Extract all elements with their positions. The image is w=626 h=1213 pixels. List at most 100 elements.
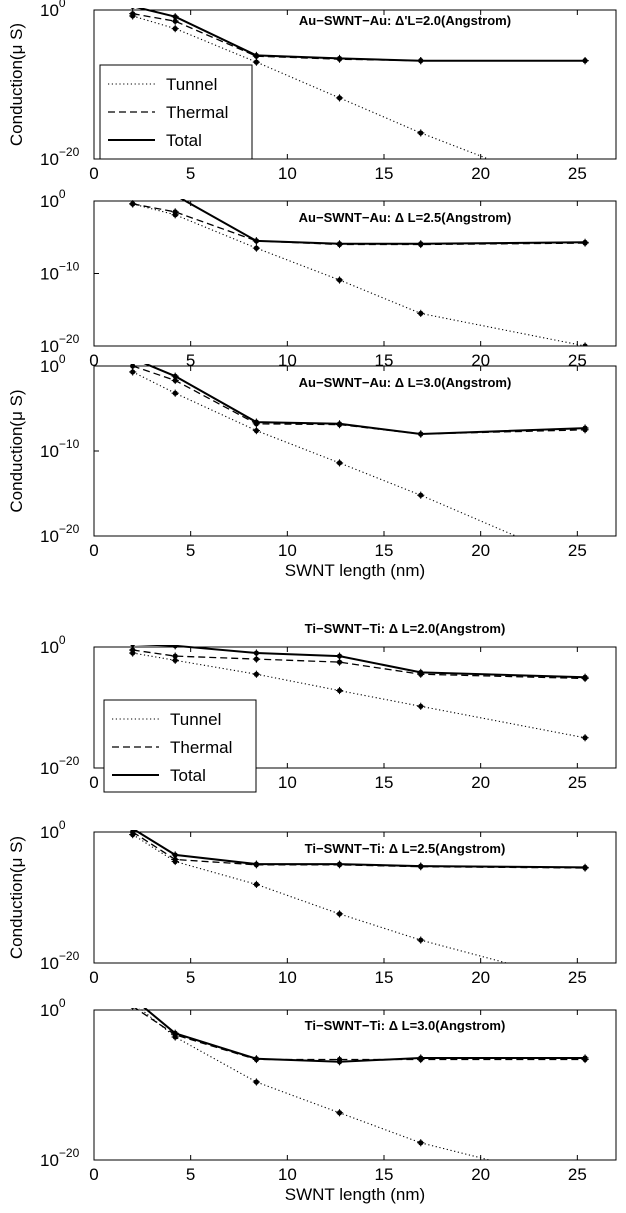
x-tick-label: 0 bbox=[89, 351, 98, 370]
x-tick-label: 15 bbox=[375, 541, 394, 560]
panel-6: 0 5 10 15 20 25 100 10−20 Ti−SWNT−Ti: Δ L=3.0(An… bbox=[40, 996, 617, 1204]
data-point-total bbox=[581, 57, 589, 65]
x-tick-label: 20 bbox=[471, 541, 490, 560]
data-point-tunnel bbox=[581, 562, 588, 569]
x-tick-label: 20 bbox=[471, 968, 490, 987]
x-tick-label: 10 bbox=[278, 1165, 297, 1184]
x-tick-label: 25 bbox=[568, 968, 587, 987]
series-group bbox=[130, 1008, 589, 1160]
data-point-total bbox=[171, 645, 179, 650]
y-tick-label: 10−20 bbox=[40, 332, 80, 356]
y-tick-label: 100 bbox=[40, 187, 66, 211]
series-line-tunnel bbox=[132, 652, 586, 739]
x-tick-label: 10 bbox=[278, 164, 297, 183]
legend: Tunnel Thermal Total bbox=[103, 699, 257, 793]
series-group bbox=[129, 8, 589, 200]
x-tick-label: 20 bbox=[471, 351, 490, 370]
data-point-tunnel bbox=[252, 244, 260, 252]
legend-label-thermal: Thermal bbox=[170, 738, 232, 757]
series-line-tunnel bbox=[132, 371, 518, 536]
y-tick-label: 100 bbox=[40, 633, 66, 657]
panel-title: Ti−SWNT−Ti: Δ L=2.5(Angstrom) bbox=[305, 841, 506, 856]
data-point-tunnel bbox=[335, 94, 344, 102]
data-point-total bbox=[335, 652, 344, 660]
panel-5: 0 5 10 15 20 25 100 10−20 Ti−SWNT−Ti: Δ L=2.5(An… bbox=[7, 818, 617, 987]
data-point-total bbox=[581, 673, 589, 681]
plot-frame bbox=[93, 831, 617, 964]
panel-title: Ti−SWNT−Ti: Δ L=3.0(Angstrom) bbox=[305, 1018, 506, 1033]
data-point-total bbox=[129, 184, 136, 191]
data-point-tunnel bbox=[417, 309, 425, 317]
x-tick-label: 5 bbox=[186, 164, 195, 183]
data-point-total bbox=[335, 54, 344, 63]
data-point-total bbox=[335, 1058, 344, 1066]
x-tick-label: 20 bbox=[471, 773, 490, 792]
data-point-total bbox=[252, 237, 260, 245]
y-tick-label: 100 bbox=[40, 352, 66, 376]
data-point-tunnel bbox=[417, 936, 425, 944]
x-tick-label: 10 bbox=[278, 773, 297, 792]
legend-label-tunnel: Tunnel bbox=[166, 75, 217, 94]
legend-box bbox=[103, 699, 257, 793]
data-point-thermal bbox=[335, 658, 344, 666]
x-tick-label: 5 bbox=[186, 1165, 195, 1184]
y-tick-label: 10−20 bbox=[40, 949, 80, 973]
x-tick-label: 5 bbox=[186, 541, 195, 560]
data-point-tunnel bbox=[335, 686, 344, 695]
legend-label-total: Total bbox=[170, 766, 206, 785]
x-tick-label: 15 bbox=[375, 164, 394, 183]
panel-2: 0 5 10 15 20 25 100 10−10 10−20 Au−SWNT−Au: Δ L=2… bbox=[40, 184, 617, 370]
series-line-thermal bbox=[132, 649, 586, 680]
data-point-total bbox=[581, 1054, 589, 1062]
data-point-tunnel bbox=[417, 702, 425, 710]
data-point-total bbox=[252, 1055, 260, 1063]
x-tick-label: 0 bbox=[89, 541, 98, 560]
x-axis-label: SWNT length (nm) bbox=[285, 561, 425, 580]
data-point-tunnel bbox=[171, 389, 179, 397]
y-tick-label: 100 bbox=[40, 0, 66, 20]
data-point-tunnel bbox=[417, 1139, 425, 1147]
series-line-total bbox=[135, 8, 586, 62]
series-line-tunnel bbox=[138, 1008, 492, 1160]
y-tick-label: 10−20 bbox=[40, 522, 80, 546]
legend: Tunnel Thermal Total bbox=[99, 64, 253, 160]
data-point-tunnel bbox=[252, 427, 260, 435]
legend-label-thermal: Thermal bbox=[166, 103, 228, 122]
x-tick-label: 15 bbox=[375, 1165, 394, 1184]
data-point-tunnel bbox=[335, 276, 344, 284]
x-tick-label: 0 bbox=[89, 968, 98, 987]
x-tick-label: 5 bbox=[186, 968, 195, 987]
series-line-total bbox=[143, 1008, 586, 1063]
y-axis-label: Conduction(μ S) bbox=[7, 389, 26, 512]
series-group bbox=[129, 184, 589, 346]
y-tick-label: 10−20 bbox=[40, 145, 80, 169]
x-tick-label: 5 bbox=[186, 351, 195, 370]
data-point-total bbox=[130, 830, 135, 833]
plot-frame bbox=[93, 365, 617, 537]
x-tick-label: 10 bbox=[278, 351, 297, 370]
plot-frame bbox=[93, 646, 617, 769]
data-point-thermal bbox=[171, 208, 179, 216]
data-point-total bbox=[252, 649, 260, 657]
x-tick-label: 10 bbox=[278, 968, 297, 987]
plot-frame bbox=[93, 1009, 617, 1161]
data-point-total bbox=[171, 1029, 179, 1037]
legend-label-tunnel: Tunnel bbox=[170, 710, 221, 729]
legend-label-total: Total bbox=[166, 131, 202, 150]
data-point-total bbox=[171, 851, 179, 859]
series-line-total bbox=[179, 199, 586, 245]
data-point-total bbox=[252, 51, 260, 60]
data-point-tunnel bbox=[581, 193, 588, 200]
data-point-tunnel bbox=[335, 1109, 344, 1117]
data-point-thermal bbox=[129, 364, 137, 370]
data-point-total bbox=[171, 13, 179, 21]
y-tick-label: 10−10 bbox=[40, 437, 80, 461]
data-point-tunnel bbox=[171, 25, 179, 33]
panel-title: Ti−SWNT−Ti: Δ L=2.0(Angstrom) bbox=[305, 621, 506, 636]
data-point-tunnel bbox=[252, 670, 260, 678]
x-tick-label: 15 bbox=[375, 351, 394, 370]
series-line-total bbox=[132, 645, 586, 679]
